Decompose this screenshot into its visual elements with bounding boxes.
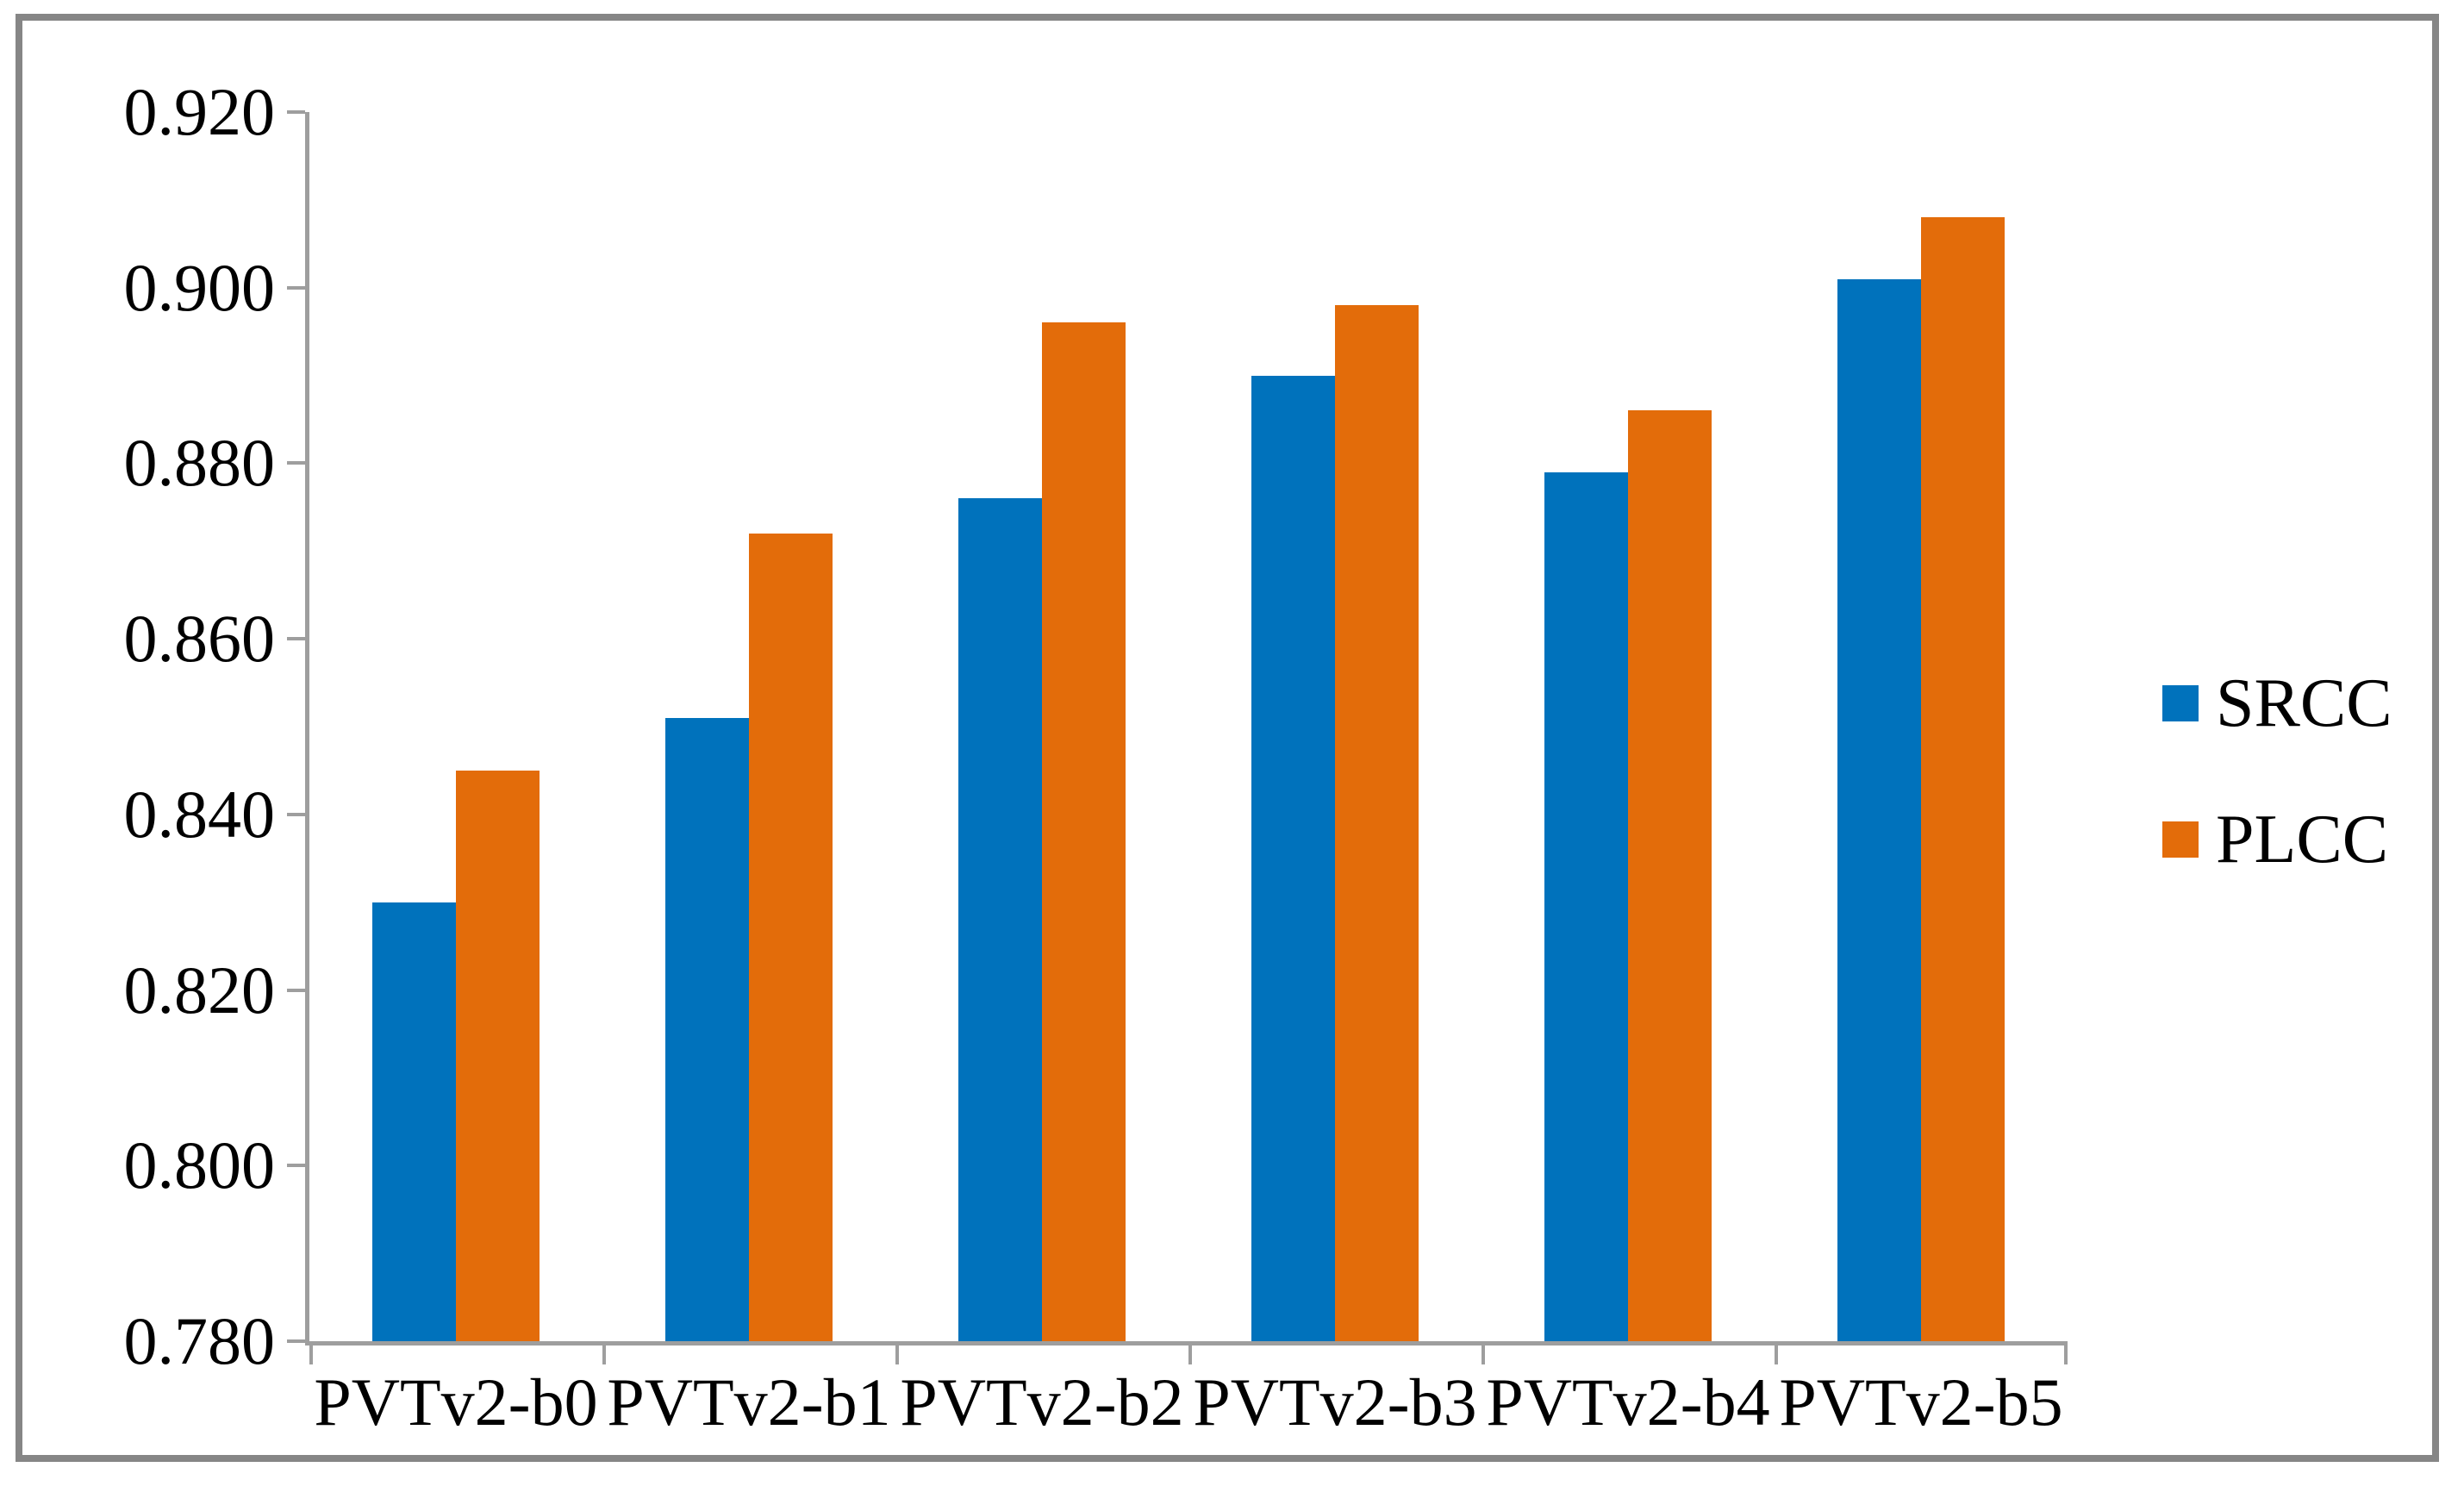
legend-label-srcc: SRCC <box>2216 665 2392 741</box>
y-axis-tick <box>287 285 305 290</box>
bar-plcc-pvtv2-b2 <box>1042 322 1126 1341</box>
y-axis-tick-label: 0.900 <box>123 249 276 325</box>
bar-srcc-pvtv2-b2 <box>958 498 1042 1341</box>
y-axis-tick <box>287 1164 305 1168</box>
chart-legend: SRCC PLCC <box>2162 669 2392 874</box>
y-axis-line <box>305 112 309 1346</box>
y-axis-tick-label: 0.800 <box>123 1127 276 1203</box>
x-axis-category-label: PVTv2-b4 <box>1486 1364 1770 1439</box>
x-axis-line <box>305 1341 2068 1346</box>
y-axis-tick <box>287 637 305 641</box>
x-axis-tick <box>895 1346 899 1364</box>
x-axis-tick <box>602 1346 606 1364</box>
bar-plcc-pvtv2-b3 <box>1335 305 1419 1341</box>
y-axis-tick <box>287 1339 305 1343</box>
bar-plcc-pvtv2-b4 <box>1628 410 1712 1341</box>
bar-plcc-pvtv2-b5 <box>1921 217 2005 1341</box>
y-axis-tick <box>287 110 305 114</box>
x-axis-tick <box>1775 1346 1778 1364</box>
y-axis-tick <box>287 461 305 465</box>
x-axis-category-label: PVTv2-b3 <box>1193 1364 1477 1439</box>
x-axis-tick <box>2064 1346 2068 1364</box>
x-axis-category-label: PVTv2-b1 <box>607 1364 891 1439</box>
bar-plcc-pvtv2-b0 <box>456 770 540 1341</box>
bar-plcc-pvtv2-b1 <box>749 533 833 1341</box>
bar-srcc-pvtv2-b5 <box>1837 278 1921 1341</box>
y-axis-tick-label: 0.820 <box>123 952 276 1027</box>
y-axis-tick-label: 0.880 <box>123 425 276 501</box>
x-axis-category-label: PVTv2-b2 <box>900 1364 1184 1439</box>
y-axis-tick-label: 0.780 <box>123 1303 276 1378</box>
y-axis-tick <box>287 812 305 816</box>
legend-entry-plcc: PLCC <box>2162 805 2392 874</box>
x-axis-category-label: PVTv2-b5 <box>1779 1364 2063 1439</box>
y-axis-tick-label: 0.860 <box>123 601 276 677</box>
bar-srcc-pvtv2-b0 <box>372 902 456 1341</box>
x-axis-tick <box>1482 1346 1485 1364</box>
x-axis-tick <box>309 1346 313 1364</box>
legend-label-plcc: PLCC <box>2216 802 2389 877</box>
y-axis-tick-label: 0.920 <box>123 74 276 149</box>
y-axis-tick <box>287 988 305 992</box>
y-axis-tick-label: 0.840 <box>123 776 276 852</box>
plcc-swatch-icon <box>2162 821 2199 858</box>
bar-srcc-pvtv2-b3 <box>1251 375 1335 1341</box>
x-axis-tick <box>1188 1346 1192 1364</box>
bar-srcc-pvtv2-b1 <box>665 717 749 1341</box>
bar-srcc-pvtv2-b4 <box>1544 471 1628 1341</box>
chart-outer-border: SRCC PLCC 0.920 0.900 0.880 0.860 0.840 0.820… <box>16 14 2439 1462</box>
legend-entry-srcc: SRCC <box>2162 669 2392 738</box>
x-axis-category-label: PVTv2-b0 <box>314 1364 598 1439</box>
grouped-bar-chart: SRCC PLCC 0.920 0.900 0.880 0.860 0.840 0.820… <box>22 21 2432 1455</box>
srcc-swatch-icon <box>2162 685 2199 721</box>
